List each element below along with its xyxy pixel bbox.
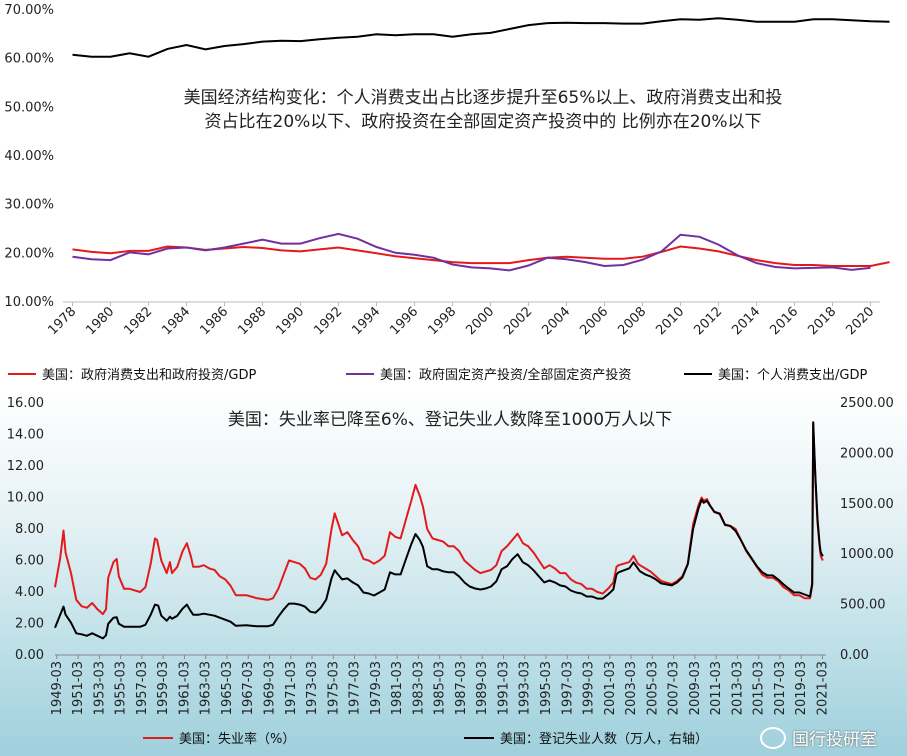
y-tick-label: 70.00% xyxy=(4,3,54,18)
x-tick-label: 1959-03 xyxy=(156,661,171,715)
x-tick-label: 1992 xyxy=(311,304,345,338)
x-tick-label: 1982 xyxy=(121,304,155,338)
x-tick-label: 2020 xyxy=(843,304,877,338)
x-tick-label: 1951-03 xyxy=(71,661,86,715)
x-tick-label: 1998 xyxy=(425,304,459,338)
y-tick-label: 20.00% xyxy=(4,246,54,261)
x-tick-label: 1987-03 xyxy=(454,661,469,715)
x-tick-label: 2008 xyxy=(615,304,649,338)
x-tick-label: 1961-03 xyxy=(177,661,192,715)
x-tick-label: 1999-03 xyxy=(582,661,597,715)
x-tick-label: 2002 xyxy=(501,304,535,338)
watermark: 国行投研室 xyxy=(760,725,877,750)
chart2-svg: 0.00 2.00 4.00 6.00 8.00 10.00 12.00 14.00 16.00… xyxy=(7,396,894,747)
x-tick-label: 1988 xyxy=(235,304,269,338)
x-tick-label: 1984 xyxy=(159,304,193,338)
x-tick-label: 1955-03 xyxy=(114,661,129,715)
y-tick-label: 10.00% xyxy=(4,295,54,310)
x-tick-label: 2016 xyxy=(767,304,801,338)
x-tick-label: 1994 xyxy=(349,304,383,338)
x-tick-label: 2011-03 xyxy=(709,661,724,715)
y-tick-label: 8.00 xyxy=(15,522,44,537)
legend-label: 美国：登记失业人数（万人，右轴） xyxy=(500,732,708,747)
y-tick-label: 30.00% xyxy=(4,198,54,213)
y-tick-label: 6.00 xyxy=(15,554,44,569)
x-tick-label: 2018 xyxy=(805,304,839,338)
chart1-svg: 10.00% 20.00% 30.00% 40.00% 50.00% 60.00% 70.0… xyxy=(4,3,890,383)
y-tick-label: 2.00 xyxy=(15,617,44,632)
x-tick-label: 1986 xyxy=(197,304,231,338)
series-line-black xyxy=(72,17,890,58)
x-tick-label: 1996 xyxy=(387,304,421,338)
x-tick-label: 1997-03 xyxy=(560,661,575,715)
series-line-red xyxy=(54,422,824,616)
x-tick-label: 2000 xyxy=(463,304,497,338)
watermark-text: 国行投研室 xyxy=(792,730,877,750)
x-tick-label: 2003-03 xyxy=(624,661,639,715)
y2-tick-label: 2000.00 xyxy=(840,446,894,461)
legend-label: 美国：政府固定资产投资/全部固定资产投资 xyxy=(380,367,631,383)
x-tick-label: 1981-03 xyxy=(390,661,405,715)
series-line-purple xyxy=(72,232,871,272)
chart2-title: 美国：失业率已降至6%、登记失业人数降至1000万人以下 xyxy=(228,410,672,430)
y2-tick-label: 0.00 xyxy=(840,648,869,663)
chart-economic-structure: 10.00% 20.00% 30.00% 40.00% 50.00% 60.00% 70.0… xyxy=(4,3,890,383)
x-tick-label: 1971-03 xyxy=(284,661,299,715)
x-tick-label: 2006 xyxy=(577,304,611,338)
chart1-title-line: 美国经济结构变化：个人消费支出占比逐步提升至65%以上、政府消费支出和投 xyxy=(184,88,783,108)
x-tick-label: 1967-03 xyxy=(241,661,256,715)
x-tick-label: 1993-03 xyxy=(518,661,533,715)
y2-tick-label: 500.00 xyxy=(840,598,886,613)
y-tick-label: 12.00 xyxy=(7,459,44,474)
y-tick-label: 60.00% xyxy=(4,52,54,67)
x-tick-label: 2019-03 xyxy=(794,661,809,715)
x-tick-label: 2009-03 xyxy=(688,661,703,715)
series-line-black xyxy=(54,421,824,640)
x-tick-label: 1975-03 xyxy=(326,661,341,715)
x-tick-label: 1973-03 xyxy=(305,661,320,715)
x-tick-label: 1965-03 xyxy=(220,661,235,715)
x-tick-label: 2012 xyxy=(691,304,725,338)
legend-label: 美国：个人消费支出/GDP xyxy=(718,368,867,383)
x-tick-label: 2014 xyxy=(729,304,763,338)
y-tick-label: 0.00 xyxy=(15,648,44,663)
chart1-title-line: 资占比在20%以下、政府投资在全部固定资产投资中的 比例亦在20%以下 xyxy=(205,112,762,132)
y2-tick-label: 2500.00 xyxy=(840,396,894,411)
legend-label: 美国：政府消费支出和政府投资/GDP xyxy=(42,367,256,383)
y2-tick-label: 1000.00 xyxy=(840,547,894,562)
x-tick-label: 2001-03 xyxy=(603,661,618,715)
x-tick-label: 1953-03 xyxy=(92,661,107,715)
y2-tick-label: 1500.00 xyxy=(840,497,894,512)
x-tick-label: 1983-03 xyxy=(411,661,426,715)
x-tick-label: 1949-03 xyxy=(50,661,65,715)
x-tick-label: 1989-03 xyxy=(475,661,490,715)
y-tick-label: 4.00 xyxy=(15,585,44,600)
x-tick-label: 1957-03 xyxy=(135,661,150,715)
y-tick-label: 40.00% xyxy=(4,149,54,164)
x-tick-label: 1990 xyxy=(273,304,307,338)
x-tick-label: 2017-03 xyxy=(773,661,788,715)
x-tick-label: 1977-03 xyxy=(348,661,363,715)
y-tick-label: 14.00 xyxy=(7,428,44,443)
y-tick-label: 50.00% xyxy=(4,100,54,115)
x-tick-label: 2021-03 xyxy=(815,661,830,715)
x-tick-label: 1991-03 xyxy=(496,661,511,715)
x-tick-label: 2007-03 xyxy=(667,661,682,715)
x-tick-label: 2013-03 xyxy=(730,661,745,715)
x-tick-label: 1995-03 xyxy=(539,661,554,715)
x-tick-label: 2005-03 xyxy=(645,661,660,715)
x-tick-label: 1980 xyxy=(83,304,117,338)
x-tick-label: 1985-03 xyxy=(433,661,448,715)
wechat-icon xyxy=(760,726,786,749)
x-tick-label: 2015-03 xyxy=(752,661,767,715)
y-tick-label: 16.00 xyxy=(7,396,44,411)
y-tick-label: 10.00 xyxy=(7,491,44,506)
chart-unemployment: 0.00 2.00 4.00 6.00 8.00 10.00 12.00 14.00 16.00… xyxy=(0,388,907,756)
x-tick-label: 2010 xyxy=(653,304,687,338)
x-tick-label: 1969-03 xyxy=(262,661,277,715)
x-tick-label: 2004 xyxy=(539,304,573,338)
x-tick-label: 1963-03 xyxy=(199,661,214,715)
x-tick-label: 1979-03 xyxy=(369,661,384,715)
legend-label: 美国：失业率（%） xyxy=(179,731,295,747)
